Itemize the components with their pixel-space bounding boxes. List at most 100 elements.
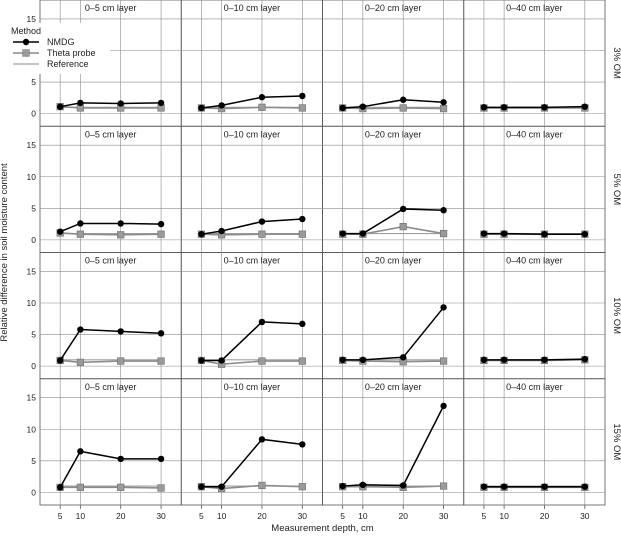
nmdg-point bbox=[581, 103, 589, 110]
nmdg-line bbox=[342, 208, 444, 235]
panel-title: 0–20 cm layer bbox=[365, 129, 422, 139]
nmdg-point bbox=[400, 482, 407, 489]
nmdg-point bbox=[541, 356, 548, 364]
x-tick-label: 30 bbox=[156, 511, 166, 521]
nmdg-point bbox=[480, 483, 488, 490]
x-tick-label: 10 bbox=[358, 511, 368, 521]
theta-probe-point bbox=[298, 357, 306, 365]
nmdg-line bbox=[59, 222, 162, 233]
nmdg-point bbox=[339, 482, 346, 490]
panel-series bbox=[197, 318, 306, 368]
nmdg-point bbox=[359, 356, 367, 364]
nmdg-line bbox=[59, 450, 162, 488]
theta-probe-point bbox=[439, 357, 448, 365]
y-tick-label: 5 bbox=[31, 330, 36, 340]
nmdg-line bbox=[201, 438, 303, 488]
nmdg-point bbox=[299, 320, 306, 328]
legend-entry-reference: Reference bbox=[13, 59, 89, 69]
nmdg-point bbox=[500, 230, 508, 237]
theta-probe-point bbox=[157, 484, 165, 492]
x-tick-label: 5 bbox=[58, 511, 63, 521]
x-tick-label: 20 bbox=[540, 511, 550, 521]
nmdg-point bbox=[198, 483, 205, 490]
legend-marker-nmdg bbox=[22, 38, 30, 46]
row-label: 10% OM bbox=[611, 297, 621, 334]
panel-title: 0–10 cm layer bbox=[224, 382, 281, 392]
panel-title: 0–20 cm layer bbox=[365, 3, 422, 13]
legend-entry-theta-probe: Theta probe bbox=[13, 48, 96, 58]
nmdg-point bbox=[339, 104, 346, 112]
y-tick-label: 15 bbox=[27, 140, 37, 150]
legend: Method NMDG Theta probe Reference bbox=[9, 23, 110, 74]
panel-series bbox=[339, 304, 448, 366]
x-axis-title: Measurement depth, cm bbox=[271, 523, 374, 534]
theta-probe-line bbox=[60, 105, 162, 109]
x-tick-label: 30 bbox=[298, 511, 308, 521]
legend-label-theta-probe: Theta probe bbox=[47, 48, 96, 58]
panel-series bbox=[197, 92, 306, 113]
theta-probe-point bbox=[439, 104, 448, 113]
row-label: 15% OM bbox=[611, 423, 621, 460]
nmdg-point bbox=[480, 230, 488, 237]
x-tick-label: 20 bbox=[257, 511, 267, 521]
nmdg-point bbox=[56, 357, 64, 364]
x-tick-label: 30 bbox=[439, 511, 449, 521]
panel-series bbox=[56, 99, 165, 112]
nmdg-point bbox=[77, 326, 84, 333]
nmdg-point bbox=[359, 103, 367, 110]
nmdg-point bbox=[500, 356, 508, 364]
nmdg-point bbox=[157, 330, 165, 337]
theta-probe-line bbox=[342, 485, 444, 489]
theta-probe-point bbox=[76, 230, 84, 238]
legend-entry-nmdg: NMDG bbox=[13, 37, 75, 47]
panel-title: 0–40 cm layer bbox=[506, 129, 563, 139]
nmdg-point bbox=[500, 104, 508, 111]
nmdg-point bbox=[258, 218, 266, 225]
nmdg-point bbox=[117, 328, 124, 335]
axes-layer: 0 5 10 15 0 5 10 15 0 5 10 15 0 5 10 15 5 10 20 30 5 10 20 30 5 1… bbox=[27, 14, 590, 521]
nmdg-point bbox=[299, 215, 306, 223]
x-tick-label: 5 bbox=[340, 511, 345, 521]
theta-probe-point bbox=[258, 230, 266, 238]
panel-title: 0–5 cm layer bbox=[85, 3, 137, 13]
panel-title: 0–10 cm layer bbox=[224, 129, 281, 139]
legend-title: Method bbox=[11, 26, 41, 36]
y-tick-label: 5 bbox=[31, 456, 36, 466]
nmdg-line bbox=[483, 232, 585, 235]
y-tick-label: 0 bbox=[31, 235, 36, 245]
y-tick-label: 0 bbox=[31, 361, 36, 371]
theta-probe-point bbox=[298, 230, 306, 238]
x-tick-label: 20 bbox=[398, 511, 408, 521]
row-label: 3% OM bbox=[611, 47, 621, 79]
panel-series bbox=[197, 215, 306, 239]
y-tick-label: 10 bbox=[27, 172, 37, 182]
nmdg-line bbox=[342, 306, 445, 361]
nmdg-point bbox=[218, 227, 225, 235]
nmdg-point bbox=[117, 100, 124, 107]
theta-probe-line bbox=[342, 107, 444, 110]
row-label: 5% OM bbox=[611, 174, 621, 206]
theta-probe-point bbox=[258, 481, 266, 490]
nmdg-line bbox=[59, 328, 162, 361]
nmdg-point bbox=[117, 220, 124, 227]
y-tick-label: 15 bbox=[27, 266, 37, 276]
theta-probe-point bbox=[439, 229, 448, 238]
theta-probe-point bbox=[298, 483, 306, 491]
theta-probe-line bbox=[342, 359, 444, 363]
nmdg-line bbox=[342, 405, 445, 487]
panel-series bbox=[480, 230, 589, 238]
panel-title: 0–40 cm layer bbox=[506, 3, 563, 13]
nmdg-point bbox=[56, 103, 64, 110]
nmdg-point bbox=[299, 441, 306, 448]
nmdg-point bbox=[440, 99, 447, 106]
nmdg-line bbox=[483, 105, 585, 109]
nmdg-point bbox=[400, 354, 407, 361]
nmdg-point bbox=[440, 207, 447, 214]
nmdg-point bbox=[581, 355, 589, 363]
panel-series bbox=[339, 96, 448, 113]
y-tick-label: 10 bbox=[27, 424, 37, 434]
panel-title: 0–10 cm layer bbox=[224, 3, 281, 13]
panel-series bbox=[480, 103, 589, 112]
panel-series bbox=[339, 402, 448, 491]
